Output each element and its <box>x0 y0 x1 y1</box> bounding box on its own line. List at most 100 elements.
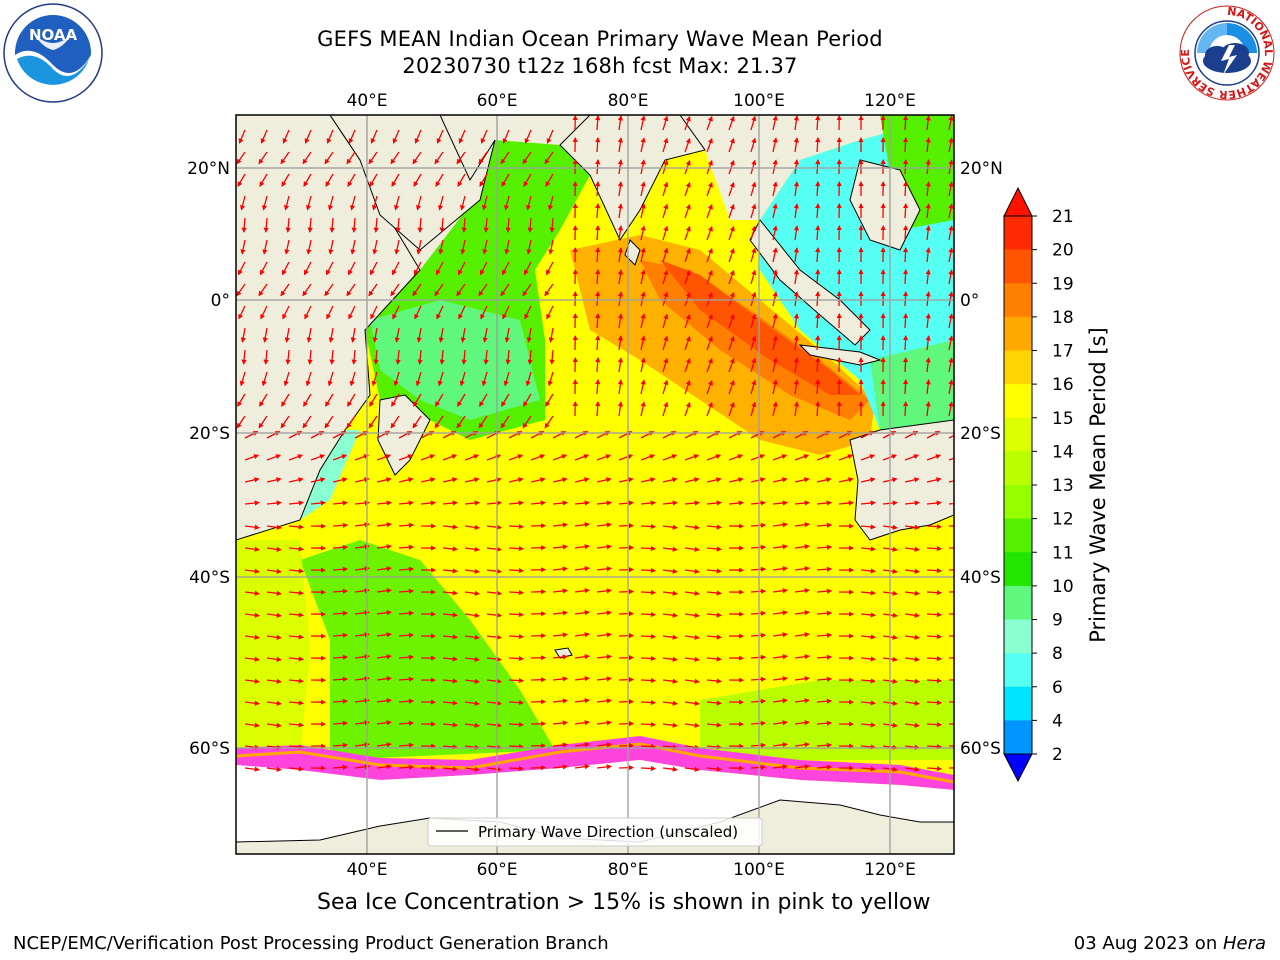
wave-arrow <box>706 401 713 417</box>
wave-arrow <box>288 656 304 662</box>
wave-arrow <box>262 195 268 211</box>
wave-arrow <box>860 656 876 662</box>
wave-arrow <box>662 115 669 131</box>
wave-arrow <box>266 568 282 574</box>
wave-arrow <box>816 698 833 704</box>
wave-arrow <box>552 566 568 572</box>
wave-arrow <box>596 500 612 506</box>
colorbar-segment <box>1004 485 1032 520</box>
wave-arrow <box>706 766 722 772</box>
wave-arrow <box>706 700 722 706</box>
wave-arrow <box>552 588 568 594</box>
wave-arrow <box>640 181 646 197</box>
wave-arrow <box>459 371 466 387</box>
wave-arrow <box>750 247 757 263</box>
wave-arrow <box>772 181 778 197</box>
wave-arrow <box>706 612 722 618</box>
wave-arrow <box>617 225 623 241</box>
wave-arrow <box>332 566 349 572</box>
wave-arrow <box>860 634 876 640</box>
wave-arrow <box>306 195 312 211</box>
colorbar-segment <box>1004 316 1032 351</box>
wave-arrow <box>662 634 678 640</box>
wave-arrow <box>640 454 656 461</box>
wave-arrow <box>618 477 634 483</box>
wave-arrow <box>351 217 357 233</box>
colorbar-segment <box>1004 283 1032 318</box>
wave-arrow <box>815 224 821 241</box>
wave-arrow <box>372 327 378 343</box>
wave-arrow <box>706 568 722 574</box>
wave-arrow <box>948 159 954 175</box>
wave-arrow <box>772 742 788 748</box>
wave-arrow <box>772 654 788 660</box>
wave-arrow <box>238 305 246 320</box>
wave-arrow <box>596 632 612 638</box>
wave-arrow <box>640 159 646 175</box>
wave-arrow <box>772 247 778 263</box>
wave-arrow <box>398 720 415 726</box>
wave-arrow <box>350 195 356 211</box>
wave-arrow <box>281 261 290 276</box>
wave-arrow <box>310 500 326 506</box>
wave-arrow <box>284 195 290 211</box>
wave-arrow <box>772 269 778 285</box>
wave-arrow <box>307 217 313 233</box>
wave-arrow <box>464 500 480 506</box>
wave-arrow <box>282 305 290 320</box>
wave-arrow <box>596 676 612 682</box>
wave-arrow <box>706 546 722 552</box>
wave-arrow <box>860 500 876 506</box>
wave-arrow <box>332 522 349 528</box>
wave-arrow <box>948 357 954 373</box>
wave-arrow <box>902 180 909 197</box>
wave-arrow <box>640 357 646 373</box>
wave-arrow <box>369 173 378 188</box>
wave-arrow <box>728 225 735 241</box>
wave-arrow <box>244 656 260 662</box>
wave-arrow <box>244 678 260 684</box>
colorbar-label: Primary Wave Mean Period [s] <box>1086 327 1110 643</box>
wave-arrow <box>902 378 909 395</box>
wave-arrow <box>662 454 678 461</box>
wave-arrow <box>640 291 646 307</box>
wave-arrow <box>750 566 767 572</box>
wave-arrow <box>860 766 876 772</box>
wave-arrow <box>479 393 488 407</box>
wave-arrow <box>574 522 590 528</box>
wave-arrow <box>684 568 700 574</box>
wave-arrow <box>456 283 466 297</box>
wave-arrow <box>728 357 735 373</box>
wave-arrow <box>816 720 833 726</box>
wave-arrow <box>258 151 268 165</box>
wave-arrow <box>545 261 554 276</box>
wave-arrow <box>815 378 821 395</box>
wave-arrow <box>948 225 954 241</box>
lat-tick-label: 20°S <box>960 424 1001 444</box>
wave-arrow <box>684 722 700 728</box>
wave-arrow <box>281 173 290 188</box>
wave-arrow <box>398 477 414 483</box>
wave-arrow <box>617 291 623 307</box>
wave-arrow <box>902 334 909 351</box>
wave-arrow <box>662 678 678 684</box>
wave-arrow <box>346 151 356 165</box>
colorbar-tick-label: 18 <box>1052 308 1074 328</box>
wave-arrow <box>241 217 247 233</box>
wave-arrow <box>328 327 334 343</box>
wave-arrow <box>303 173 312 188</box>
lat-tick-label: 60°S <box>960 739 1001 759</box>
wave-arrow <box>326 305 334 320</box>
wave-arrow <box>398 588 415 594</box>
wave-arrow <box>392 129 400 144</box>
wave-arrow <box>464 722 480 728</box>
wave-arrow <box>332 477 348 483</box>
wave-arrow <box>815 400 821 417</box>
wave-arrow <box>574 764 590 770</box>
wave-arrow <box>263 217 269 233</box>
wave-arrow <box>728 379 735 395</box>
wave-arrow <box>750 610 767 616</box>
wave-arrow <box>546 129 554 144</box>
wave-arrow <box>347 393 356 407</box>
wave-arrow <box>948 434 954 439</box>
